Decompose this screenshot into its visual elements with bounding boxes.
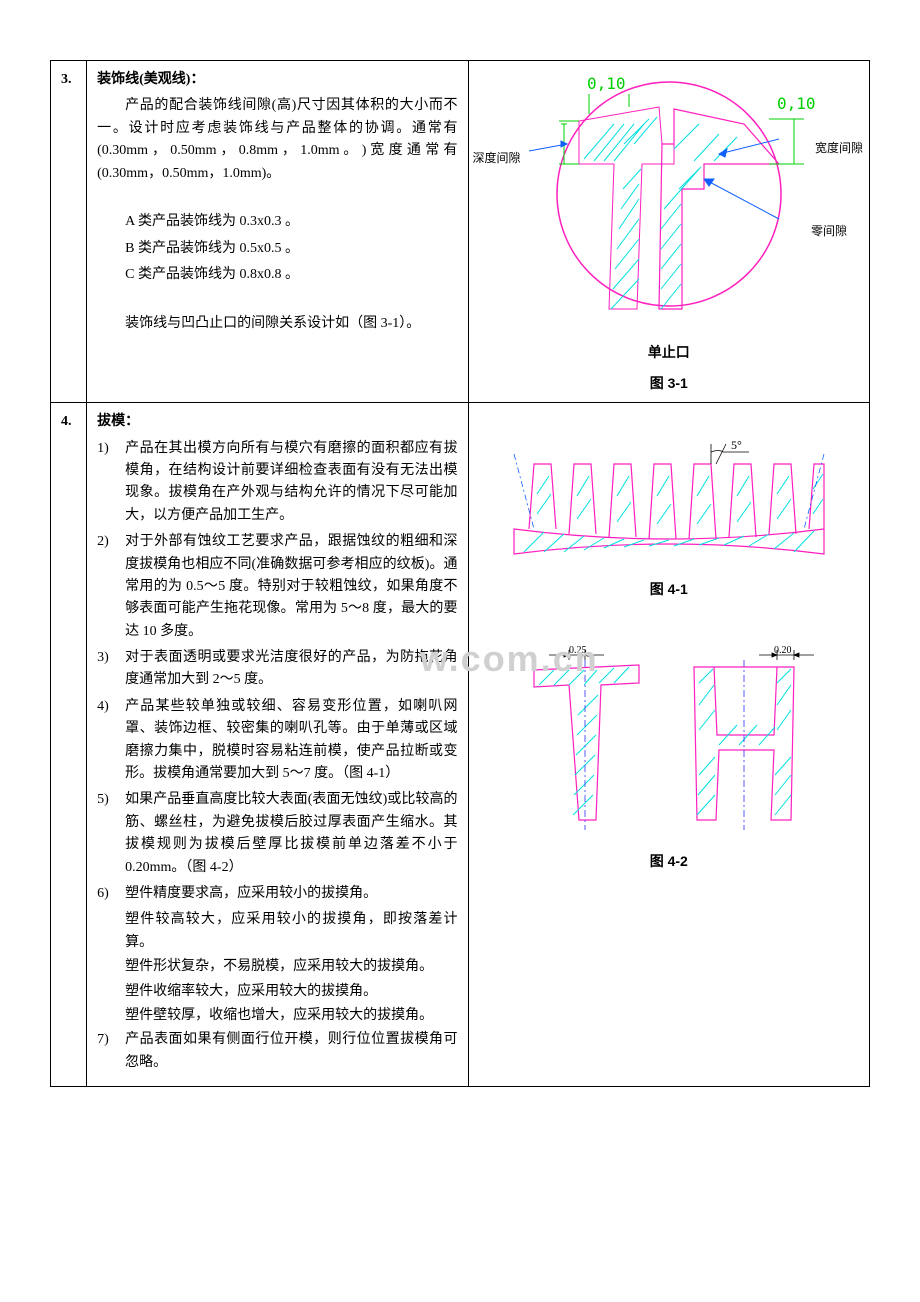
sec3-title: 装饰线(美观线)： — [97, 69, 457, 91]
sec3-line-c: C 类产品装饰线为 0.8x0.8 。 — [97, 264, 457, 286]
sec4-text: 拔模： 1)产品在其出模方向所有与模穴有磨擦的面积都应有拔模角，在结构设计前要详… — [87, 403, 468, 1087]
list-item: 3)对于表面透明或要求光洁度很好的产品，为防拖花角度通常加大到 2～5 度。 — [97, 647, 457, 692]
list-text: 对于外部有蚀纹工艺要求产品，跟据蚀纹的粗细和深度拔模角也相应不同(准确数据可参考… — [125, 531, 457, 643]
dim-top: 0,10 — [587, 74, 626, 93]
list-index: 6) — [97, 883, 125, 905]
list-item: 1)产品在其出模方向所有与模穴有磨擦的面积都应有拔模角，在结构设计前要详细检查表… — [97, 438, 457, 528]
list-index: 3) — [97, 647, 125, 692]
label-depth: 深度间隙 — [473, 149, 521, 168]
dim-right: 0,10 — [777, 94, 816, 113]
sec4-fig-cell: 5° 图 4-1 — [468, 403, 869, 1087]
caption-4-2: 图 4-2 — [479, 850, 859, 872]
label-zero: 零间隙 — [811, 222, 847, 241]
label-bottom: 单止口 — [479, 343, 859, 365]
sec3-fig-cell: 0,10 0,10 深度间隙 宽度间隙 零间隙 单止口 图 3-1 — [468, 61, 869, 403]
page-table: 3. 装饰线(美观线)： 产品的配合装饰线间隙(高)尺寸因其体积的大小而不一。设… — [50, 60, 870, 1087]
sec4-title: 拔模： — [97, 411, 457, 433]
sec4-num: 4. — [51, 403, 87, 1087]
dim-left: 0.25 — [569, 645, 587, 656]
list-text: 塑件精度要求高，应采用较小的拔摸角。 — [125, 883, 457, 905]
label-width: 宽度间隙 — [815, 139, 863, 158]
list-text: 对于表面透明或要求光洁度很好的产品，为防拖花角度通常加大到 2～5 度。 — [125, 647, 457, 692]
fig-4-1: 5° — [509, 434, 829, 564]
list-subtext: 塑件壁较厚，收缩也增大，应采用较大的拔摸角。 — [125, 1005, 457, 1027]
list-item: 2)对于外部有蚀纹工艺要求产品，跟据蚀纹的粗细和深度拔模角也相应不同(准确数据可… — [97, 531, 457, 643]
sec3-line-b: B 类产品装饰线为 0.5x0.5 。 — [97, 238, 457, 260]
sec4-list: 1)产品在其出模方向所有与模穴有磨擦的面积都应有拔模角，在结构设计前要详细检查表… — [97, 438, 457, 1075]
list-item: 7)产品表面如果有侧面行位开模，则行位位置拔模角可忽略。 — [97, 1029, 457, 1074]
sec3-num: 3. — [51, 61, 87, 403]
list-subtext: 塑件较高较大，应采用较小的拔摸角，即按落差计算。 — [125, 909, 457, 954]
list-index: 1) — [97, 438, 125, 528]
list-text: 如果产品垂直高度比较大表面(表面无蚀纹)或比较高的筋、螺丝柱，为避免拔模后胶过厚… — [125, 789, 457, 879]
angle-5: 5° — [731, 438, 742, 452]
list-index: 5) — [97, 789, 125, 879]
list-item: 5)如果产品垂直高度比较大表面(表面无蚀纹)或比较高的筋、螺丝柱，为避免拔模后胶… — [97, 789, 457, 879]
sec3-line-a: A 类产品装饰线为 0.3x0.3 。 — [97, 211, 457, 233]
fig-3-1: 0,10 0,10 — [519, 69, 819, 329]
list-index: 7) — [97, 1029, 125, 1074]
list-item: 4)产品某些较单独或较细、容易变形位置，如喇叭网罩、装饰边框、较密集的喇叭孔等。… — [97, 696, 457, 786]
caption-4-1: 图 4-1 — [479, 578, 859, 600]
sec3-p2: 装饰线与凹凸止口的间隙关系设计如（图 3-1）。 — [97, 313, 457, 335]
list-subtext: 塑件形状复杂，不易脱模，应采用较大的拔摸角。 — [125, 956, 457, 978]
list-text: 产品某些较单独或较细、容易变形位置，如喇叭网罩、装饰边框、较密集的喇叭孔等。由于… — [125, 696, 457, 786]
list-text: 产品在其出模方向所有与模穴有磨擦的面积都应有拔模角，在结构设计前要详细检查表面有… — [125, 438, 457, 528]
sec3-text: 装饰线(美观线)： 产品的配合装饰线间隙(高)尺寸因其体积的大小而不一。设计时应… — [87, 61, 468, 403]
list-subtext: 塑件收缩率较大，应采用较大的拔摸角。 — [125, 981, 457, 1003]
list-item: 6)塑件精度要求高，应采用较小的拔摸角。 — [97, 883, 457, 905]
dim-right-42: 0.20 — [774, 645, 792, 656]
sec3-p1: 产品的配合装饰线间隙(高)尺寸因其体积的大小而不一。设计时应考虑装饰线与产品整体… — [97, 95, 457, 185]
list-index: 4) — [97, 696, 125, 786]
list-index: 2) — [97, 531, 125, 643]
fig-4-2: 0.25 — [519, 645, 819, 835]
list-text: 产品表面如果有侧面行位开模，则行位位置拔模角可忽略。 — [125, 1029, 457, 1074]
caption-3-1: 图 3-1 — [479, 372, 859, 394]
